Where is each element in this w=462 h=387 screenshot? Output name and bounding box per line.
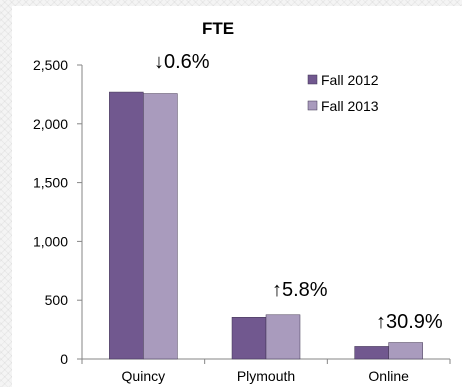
y-tick-label: 500 [45,292,69,308]
percent-change-label: ↓0.6% [154,51,210,73]
bar-quincy-fall-2013 [143,93,178,360]
category-label: Online [368,368,409,384]
bar-online-fall-2013 [388,342,423,360]
category-label: Quincy [122,368,166,384]
percent-change-label: ↑5.8% [272,279,328,301]
fte-bar-chart: FTE 0 500 1,000 1,500 2,000 2,500 Quincy Plymo… [33,19,451,384]
bars [109,91,423,360]
x-axis: Quincy Plymouth Online [81,358,451,384]
legend-swatch [307,100,318,111]
legend-label: Fall 2012 [321,72,379,88]
annotations: ↓0.6% ↑5.8% ↑30.9% [154,51,443,333]
percent-change-label: ↑30.9% [376,311,443,333]
bar-plymouth-fall-2013 [265,314,301,360]
legend: Fall 2012 Fall 2013 [307,72,379,114]
chart-title: FTE [202,19,234,38]
legend-label: Fall 2013 [321,98,379,114]
y-tick-label: 2,000 [33,116,68,132]
bar-plymouth-fall-2012 [231,317,267,360]
chart-panel: FTE 0 500 1,000 1,500 2,000 2,500 Quincy Plymo… [12,6,462,387]
y-tick-label: 0 [60,351,68,367]
y-axis: 0 500 1,000 1,500 2,000 2,500 [33,57,83,367]
bar-quincy-fall-2012 [109,91,144,360]
y-tick-label: 1,000 [33,233,68,249]
legend-swatch [307,74,318,85]
y-tick-label: 2,500 [33,57,68,73]
bar-online-fall-2012 [354,346,389,360]
y-tick-label: 1,500 [33,175,68,191]
category-label: Plymouth [237,368,295,384]
